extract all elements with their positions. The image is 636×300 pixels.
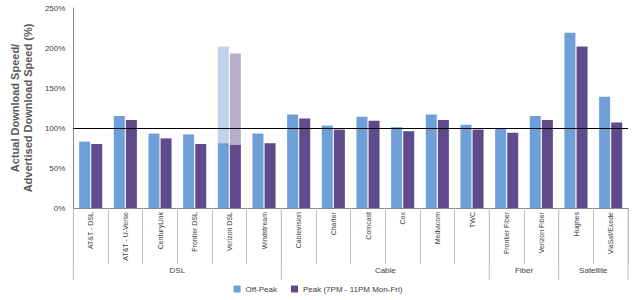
svg-text:AT&T - DSL: AT&T - DSL [87,212,94,249]
svg-text:200%: 200% [45,44,65,53]
svg-text:AT&T - U-Verse: AT&T - U-Verse [122,212,129,261]
svg-text:Comcast: Comcast [365,212,372,240]
svg-text:Windstream: Windstream [261,212,268,250]
svg-text:Advertised Download Speed (%): Advertised Download Speed (%) [22,23,34,192]
svg-text:Frontier DSL: Frontier DSL [191,212,198,252]
svg-text:250%: 250% [45,4,65,13]
svg-text:Fiber: Fiber [515,266,534,275]
svg-text:Cable: Cable [375,266,396,275]
svg-text:Actual Download Speed/: Actual Download Speed/ [9,44,21,172]
svg-text:Charter: Charter [330,211,337,235]
svg-text:Cablevision: Cablevision [295,212,302,248]
svg-text:DSL: DSL [170,266,186,275]
svg-text:ViaSat/Exede: ViaSat/Exede [607,212,614,254]
svg-text:Verizon DSL: Verizon DSL [226,212,233,251]
svg-text:0%: 0% [54,204,66,213]
svg-text:Frontier Fiber: Frontier Fiber [503,211,510,254]
svg-text:TWC: TWC [469,212,476,228]
svg-text:Cox: Cox [399,212,406,225]
svg-text:Hughes: Hughes [573,212,581,237]
svg-text:Satellite: Satellite [579,266,608,275]
svg-text:50%: 50% [49,164,65,173]
svg-text:Verizon Fiber: Verizon Fiber [538,211,545,253]
svg-text:Mediacom: Mediacom [434,212,441,244]
svg-text:Off-Peak: Off-Peak [246,285,278,294]
svg-text:100%: 100% [45,124,65,133]
svg-text:Peak (7PM - 11PM Mon-Fri): Peak (7PM - 11PM Mon-Fri) [303,285,403,294]
svg-text:CenturyLink: CenturyLink [157,212,165,250]
svg-text:150%: 150% [45,84,65,93]
